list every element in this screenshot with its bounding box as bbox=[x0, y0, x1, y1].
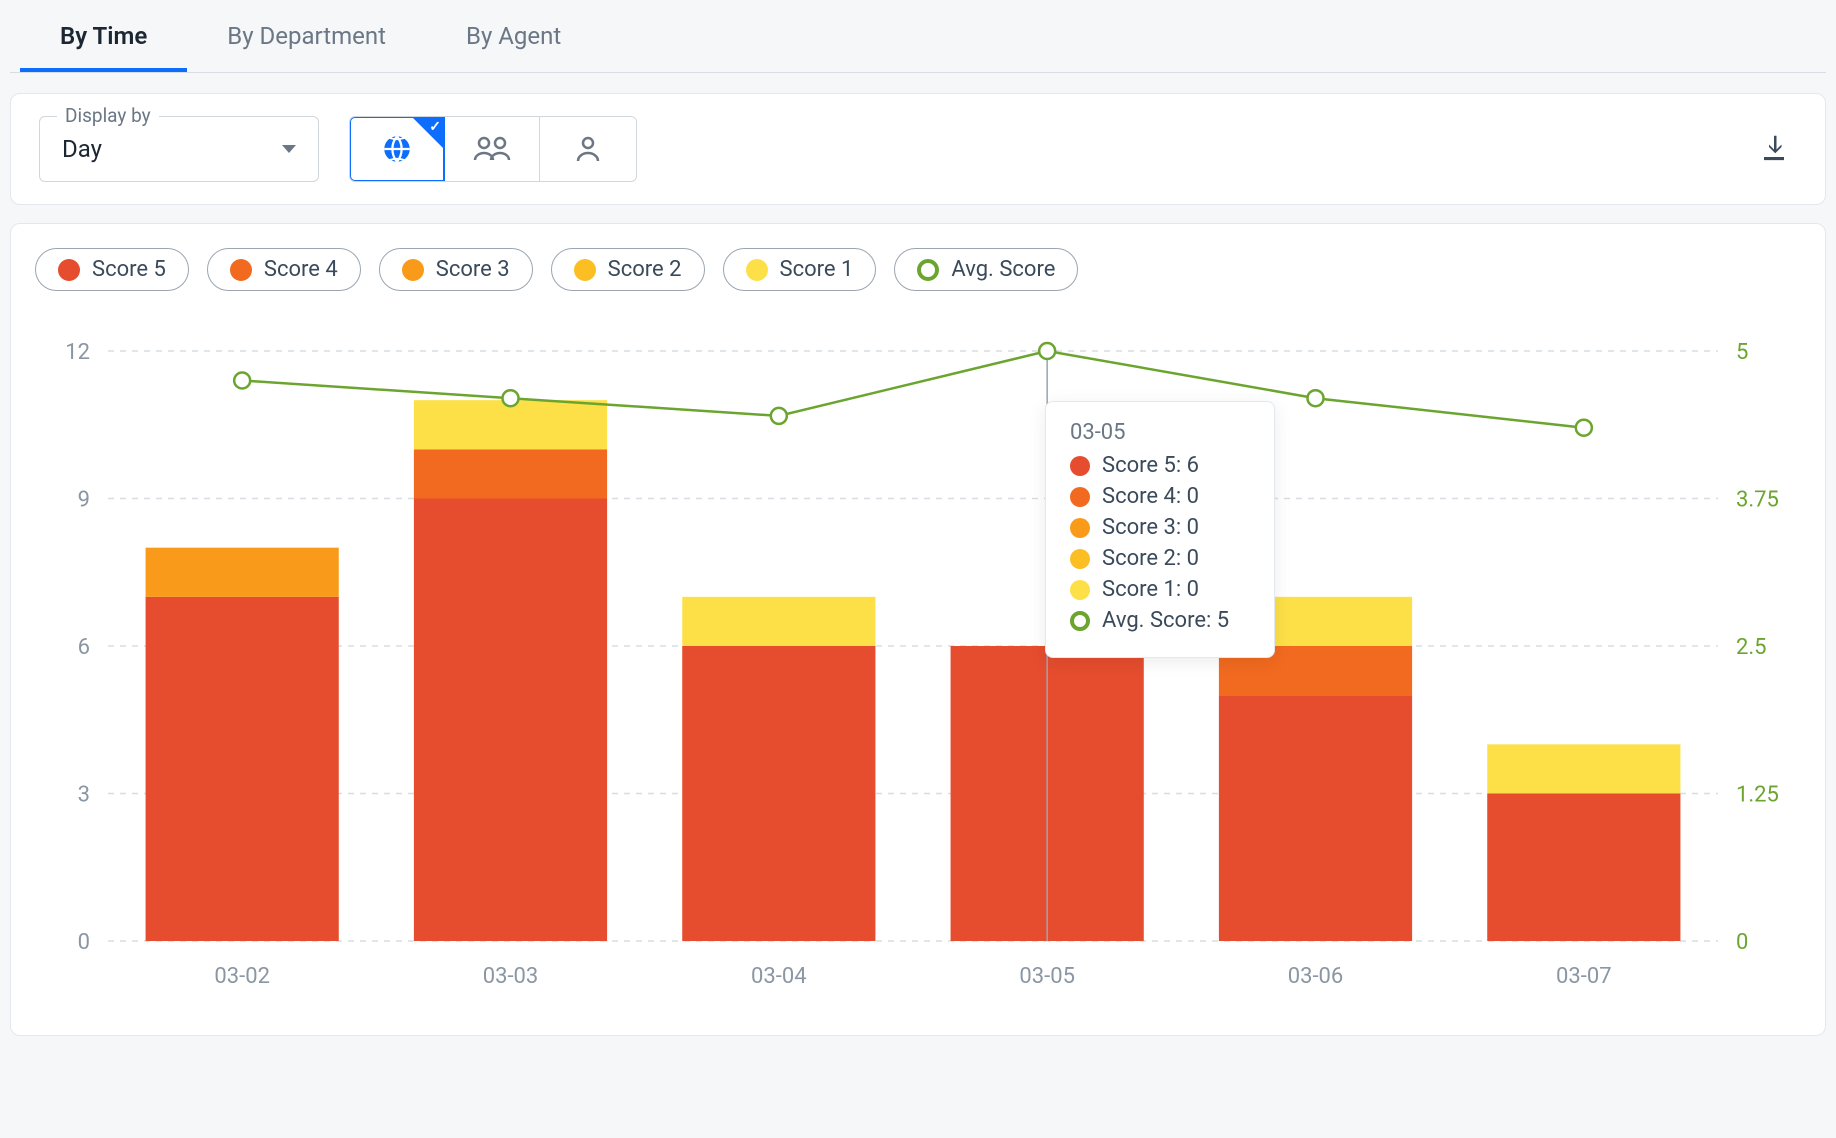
legend-item-0[interactable]: Score 5 bbox=[35, 248, 189, 291]
dot-icon bbox=[58, 259, 80, 281]
legend-label: Score 5 bbox=[92, 257, 166, 282]
chart-card: Score 5 Score 4 Score 3 Score 2 Score 1 Avg. … bbox=[10, 223, 1826, 1036]
scope-group-button[interactable] bbox=[444, 117, 540, 181]
tab-by-time[interactable]: By Time bbox=[20, 0, 187, 72]
svg-text:0: 0 bbox=[1736, 930, 1748, 955]
legend-label: Score 2 bbox=[608, 257, 682, 282]
download-icon bbox=[1759, 132, 1789, 162]
legend-label: Score 4 bbox=[264, 257, 338, 282]
legend-label: Score 3 bbox=[436, 257, 510, 282]
group-icon bbox=[472, 134, 512, 164]
tooltip-row: Score 3: 0 bbox=[1070, 515, 1250, 540]
scope-globe-button[interactable] bbox=[349, 116, 445, 182]
scope-button-group bbox=[349, 116, 637, 182]
legend-item-2[interactable]: Score 3 bbox=[379, 248, 533, 291]
tab-by-agent[interactable]: By Agent bbox=[426, 0, 601, 72]
legend: Score 5 Score 4 Score 3 Score 2 Score 1 Avg. … bbox=[35, 248, 1801, 291]
chart-svg[interactable]: 03691201.252.53.75503-0203-0303-0403-050… bbox=[35, 331, 1801, 1011]
tabs: By Time By Department By Agent bbox=[10, 0, 1826, 73]
svg-text:03-02: 03-02 bbox=[214, 964, 270, 989]
svg-text:12: 12 bbox=[65, 340, 90, 365]
tooltip-row: Score 2: 0 bbox=[1070, 546, 1250, 571]
dot-icon bbox=[402, 259, 424, 281]
legend-item-3[interactable]: Score 2 bbox=[551, 248, 705, 291]
svg-text:0: 0 bbox=[78, 930, 90, 955]
chevron-down-icon bbox=[282, 145, 296, 153]
download-button[interactable] bbox=[1751, 124, 1797, 174]
tooltip-row: Score 1: 0 bbox=[1070, 577, 1250, 602]
toolbar-card: Display by Day bbox=[10, 93, 1826, 205]
chart-area: 03691201.252.53.75503-0203-0303-0403-050… bbox=[35, 331, 1801, 1011]
svg-text:2.5: 2.5 bbox=[1736, 635, 1767, 660]
person-icon bbox=[573, 134, 603, 164]
globe-icon bbox=[380, 132, 414, 166]
svg-text:03-03: 03-03 bbox=[483, 964, 539, 989]
tooltip-row: Score 5: 6 bbox=[1070, 453, 1250, 478]
svg-text:1.25: 1.25 bbox=[1736, 783, 1779, 808]
legend-label: Avg. Score bbox=[951, 257, 1055, 282]
svg-text:9: 9 bbox=[78, 488, 90, 513]
legend-item-4[interactable]: Score 1 bbox=[723, 248, 877, 291]
svg-text:5: 5 bbox=[1736, 340, 1748, 365]
legend-label: Score 1 bbox=[780, 257, 854, 282]
tooltip-title: 03-05 bbox=[1070, 420, 1250, 445]
dot-icon bbox=[746, 259, 768, 281]
display-by-field: Display by Day bbox=[39, 116, 319, 182]
display-by-value: Day bbox=[62, 135, 102, 163]
scope-person-button[interactable] bbox=[540, 117, 636, 181]
tooltip-row: Avg. Score: 5 bbox=[1070, 608, 1250, 633]
dot-icon bbox=[230, 259, 252, 281]
legend-item-1[interactable]: Score 4 bbox=[207, 248, 361, 291]
svg-text:03-06: 03-06 bbox=[1288, 964, 1344, 989]
dot-icon bbox=[574, 259, 596, 281]
svg-text:3: 3 bbox=[78, 783, 90, 808]
svg-text:03-05: 03-05 bbox=[1019, 964, 1075, 989]
display-by-label: Display by bbox=[57, 104, 159, 127]
svg-text:03-07: 03-07 bbox=[1556, 964, 1612, 989]
svg-text:03-04: 03-04 bbox=[751, 964, 807, 989]
svg-text:6: 6 bbox=[78, 635, 90, 660]
tooltip-row: Score 4: 0 bbox=[1070, 484, 1250, 509]
legend-item-5[interactable]: Avg. Score bbox=[894, 248, 1078, 291]
ring-icon bbox=[917, 259, 939, 281]
tab-by-department[interactable]: By Department bbox=[187, 0, 426, 72]
chart-tooltip: 03-05 Score 5: 6 Score 4: 0 Score 3: 0 Score… bbox=[1045, 401, 1275, 658]
svg-text:3.75: 3.75 bbox=[1736, 488, 1779, 513]
check-icon bbox=[413, 118, 443, 148]
